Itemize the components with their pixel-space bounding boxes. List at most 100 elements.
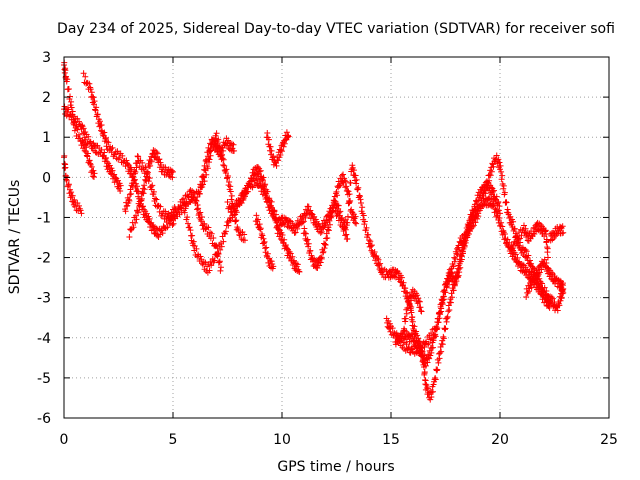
- data-point: [559, 223, 566, 230]
- data-point: [180, 199, 187, 206]
- data-point: [196, 210, 203, 217]
- data-point: [75, 202, 82, 209]
- data-point: [347, 179, 354, 186]
- data-point: [438, 348, 445, 355]
- data-point: [146, 175, 153, 182]
- data-point: [87, 139, 94, 146]
- data-point: [303, 237, 310, 244]
- data-point: [232, 218, 239, 225]
- data-point: [294, 225, 301, 232]
- data-point: [451, 258, 458, 265]
- data-point: [431, 332, 438, 339]
- data-point: [258, 230, 265, 237]
- data-point: [377, 260, 384, 267]
- data-point: [82, 128, 89, 135]
- data-point: [554, 307, 561, 314]
- data-point: [136, 163, 143, 170]
- data-point: [444, 313, 451, 320]
- data-point: [557, 297, 564, 304]
- data-point: [344, 235, 351, 242]
- data-point: [296, 268, 303, 275]
- data-point: [438, 308, 445, 315]
- data-point: [187, 227, 194, 234]
- data-point: [322, 241, 329, 248]
- data-point: [560, 289, 567, 296]
- data-point: [65, 106, 72, 113]
- data-point: [267, 203, 274, 210]
- data-point: [500, 227, 507, 234]
- data-point: [447, 299, 454, 306]
- data-point: [437, 349, 444, 356]
- data-point: [541, 284, 548, 291]
- data-point: [544, 244, 551, 251]
- data-point: [152, 195, 159, 202]
- data-point: [540, 288, 547, 295]
- data-point: [406, 300, 413, 307]
- data-point: [449, 270, 456, 277]
- data-point: [387, 328, 394, 335]
- data-point: [200, 174, 207, 181]
- data-point: [157, 203, 164, 210]
- data-point: [401, 325, 408, 332]
- data-point: [427, 352, 434, 359]
- data-point: [80, 70, 87, 77]
- data-point: [289, 253, 296, 260]
- data-point: [356, 192, 363, 199]
- data-point: [558, 278, 565, 285]
- data-point: [217, 267, 224, 274]
- data-point: [201, 220, 208, 227]
- data-point: [436, 355, 443, 362]
- data-point: [65, 182, 72, 189]
- data-point: [475, 213, 482, 220]
- data-point: [256, 168, 263, 175]
- data-point: [144, 170, 151, 177]
- data-point: [299, 219, 306, 226]
- data-point: [230, 141, 237, 148]
- data-point: [126, 191, 133, 198]
- data-point: [102, 135, 109, 142]
- y-tick-label: -5: [37, 371, 51, 387]
- data-point: [193, 197, 200, 204]
- y-axis-label: SDTVAR / TECUs: [7, 180, 23, 295]
- data-point: [169, 221, 176, 228]
- data-point: [348, 206, 355, 213]
- data-point: [334, 192, 341, 199]
- data-point: [434, 325, 441, 332]
- data-point: [133, 216, 140, 223]
- data-point: [233, 217, 240, 224]
- data-point: [417, 304, 424, 311]
- data-point: [285, 133, 292, 140]
- data-point: [498, 176, 505, 183]
- data-point: [117, 187, 124, 194]
- data-point: [221, 162, 228, 169]
- data-point: [75, 118, 82, 125]
- data-point: [509, 245, 516, 252]
- data-point: [444, 281, 451, 288]
- y-tick-label: 1: [42, 130, 51, 146]
- data-point: [489, 198, 496, 205]
- data-point: [376, 261, 383, 268]
- data-point: [464, 234, 471, 241]
- data-point: [519, 261, 526, 268]
- data-point: [513, 239, 520, 246]
- data-point: [404, 304, 411, 311]
- data-point: [450, 263, 457, 270]
- data-point: [132, 169, 139, 176]
- data-point: [195, 205, 202, 212]
- data-point: [273, 162, 280, 169]
- data-point: [525, 288, 532, 295]
- data-point: [98, 127, 105, 134]
- data-point: [341, 177, 348, 184]
- data-point: [88, 163, 95, 170]
- data-point: [284, 132, 291, 139]
- data-point: [279, 231, 286, 238]
- data-point: [528, 260, 535, 267]
- data-point: [123, 157, 130, 164]
- data-point: [302, 230, 309, 237]
- data-point: [262, 181, 269, 188]
- data-point: [492, 205, 499, 212]
- data-point: [104, 158, 111, 165]
- data-point: [86, 157, 93, 164]
- data-point: [453, 250, 460, 257]
